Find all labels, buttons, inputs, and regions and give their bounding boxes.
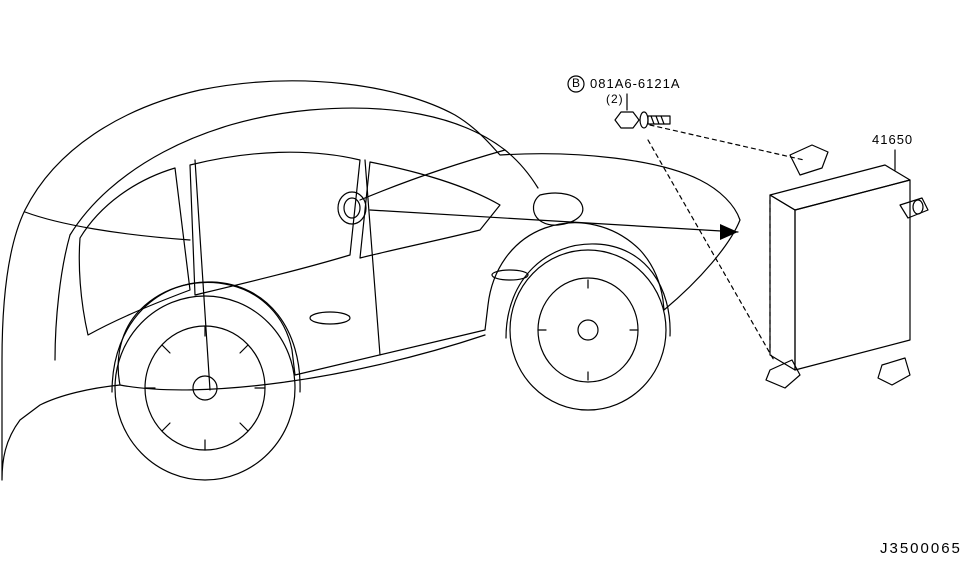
bolt-qty: (2) [606,92,624,106]
diagram-stage: B 081A6-6121A (2) 41650 J3500065 [0,0,975,566]
car-outline [2,81,740,480]
diagram-id: J3500065 [880,540,962,557]
front-wheel [510,250,666,410]
module-code: 41650 [872,132,913,147]
diagram-svg [0,0,975,566]
fuel-door [338,192,366,224]
control-module [648,125,928,388]
bolt-prefix: B [572,76,581,90]
bolt-code: 081A6-6121A [590,76,681,91]
